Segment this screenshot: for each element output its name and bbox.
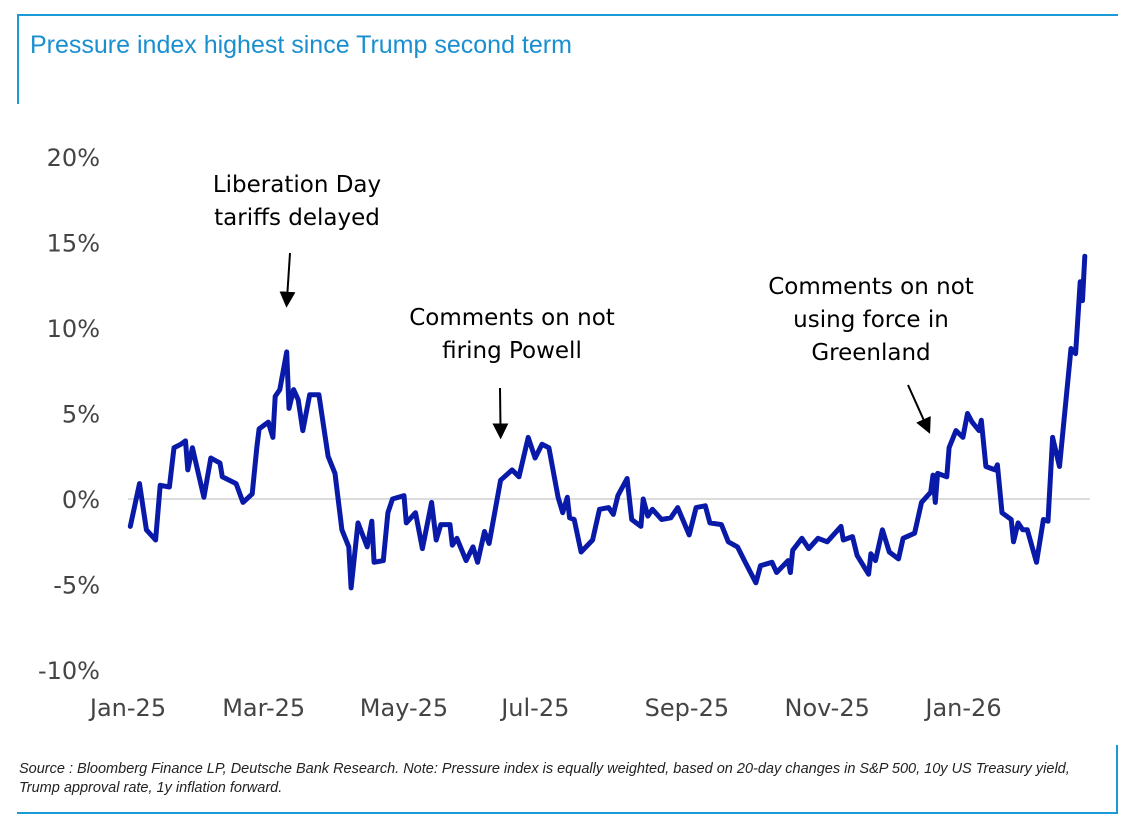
pressure-index-line — [127, 253, 1088, 591]
frame-right-border — [1116, 745, 1118, 814]
x-tick-label: Sep-25 — [645, 694, 729, 722]
x-tick-label: Jul-25 — [499, 694, 569, 722]
y-tick-label: -10% — [38, 657, 100, 685]
x-tick-label: May-25 — [360, 694, 448, 722]
y-tick-label: 0% — [62, 486, 100, 514]
annotation-text: Liberation Day — [213, 172, 381, 198]
y-tick-label: 15% — [47, 230, 100, 258]
y-tick-label: 20% — [47, 144, 100, 172]
y-tick-label: 5% — [62, 401, 100, 429]
annotation-text: tariffs delayed — [214, 205, 380, 231]
x-tick-label: Mar-25 — [222, 694, 305, 722]
annotation-arrow — [279, 252, 296, 308]
x-tick-label: Nov-25 — [784, 694, 869, 722]
annotation-text: Comments on not — [768, 274, 974, 300]
source-footnote: Source : Bloomberg Finance LP, Deutsche … — [19, 761, 1070, 796]
annotation-text: Comments on not — [409, 305, 615, 331]
frame-top-border — [17, 14, 1118, 16]
annotation-arrow — [492, 387, 509, 440]
annotation-arrow — [907, 384, 931, 434]
chart-title: Pressure index highest since Trump secon… — [30, 31, 572, 59]
y-tick-label: -5% — [53, 572, 100, 600]
annotation-text: Greenland — [811, 340, 930, 366]
annotation-text: using force in — [793, 307, 949, 333]
x-tick-label: Jan-25 — [88, 694, 166, 722]
y-tick-label: 10% — [47, 315, 100, 343]
frame-bottom-border — [17, 812, 1118, 814]
frame-left-border — [17, 14, 19, 104]
annotation-text: firing Powell — [442, 338, 582, 364]
x-tick-label: Jan-26 — [923, 694, 1001, 722]
